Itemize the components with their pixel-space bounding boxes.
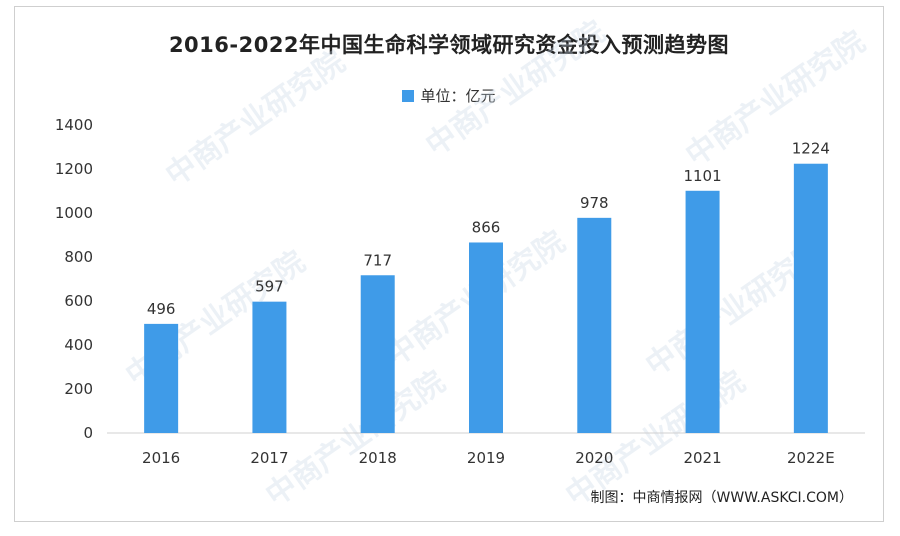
chart-legend: 单位：亿元 [15,85,883,106]
bar [577,217,612,433]
watermark-text: 中商产业研究院 [160,44,352,193]
legend-swatch [402,90,415,102]
y-tick-label: 200 [64,380,93,398]
data-label: 866 [472,218,501,236]
legend-label: 单位：亿元 [420,87,496,105]
data-label: 978 [580,194,609,212]
y-tick-label: 600 [64,292,93,310]
y-tick-label: 0 [83,424,93,442]
y-tick-label: 1000 [55,204,93,222]
chart-title: 2016-2022年中国生命科学领域研究资金投入预测趋势图 [168,33,730,57]
bar [144,323,179,433]
bar [793,163,828,433]
watermark-text: 中商产业研究院 [420,14,612,163]
x-tick-label: 2016 [142,449,180,467]
data-label: 597 [255,278,284,296]
bar [360,275,395,433]
bar [252,301,287,433]
x-tick-label: 2017 [250,449,288,467]
y-tick-label: 1400 [55,116,93,134]
watermark-text: 中商产业研究院 [680,24,872,173]
data-label: 1224 [792,140,830,158]
y-tick-label: 400 [64,336,93,354]
bar [469,242,503,433]
y-tick-label: 800 [64,248,93,266]
chart-frame: 2016-2022年中国生命科学领域研究资金投入预测趋势图 单位：亿元 中商产业… [14,6,884,522]
x-tick-label: 2018 [359,449,397,467]
x-tick-label: 2021 [683,449,721,467]
watermark-text: 中商产业研究院 [260,364,452,513]
data-label: 496 [147,300,176,318]
x-tick-label: 2022E [787,449,835,467]
x-tick-label: 2020 [575,449,613,467]
bar [685,190,720,433]
y-tick-label: 1200 [55,160,93,178]
data-label: 1101 [683,167,721,185]
source-credit: 制图：中商情报网（WWW.ASKCI.COM） [590,490,853,506]
data-label: 717 [363,251,392,269]
x-tick-label: 2019 [467,449,505,467]
